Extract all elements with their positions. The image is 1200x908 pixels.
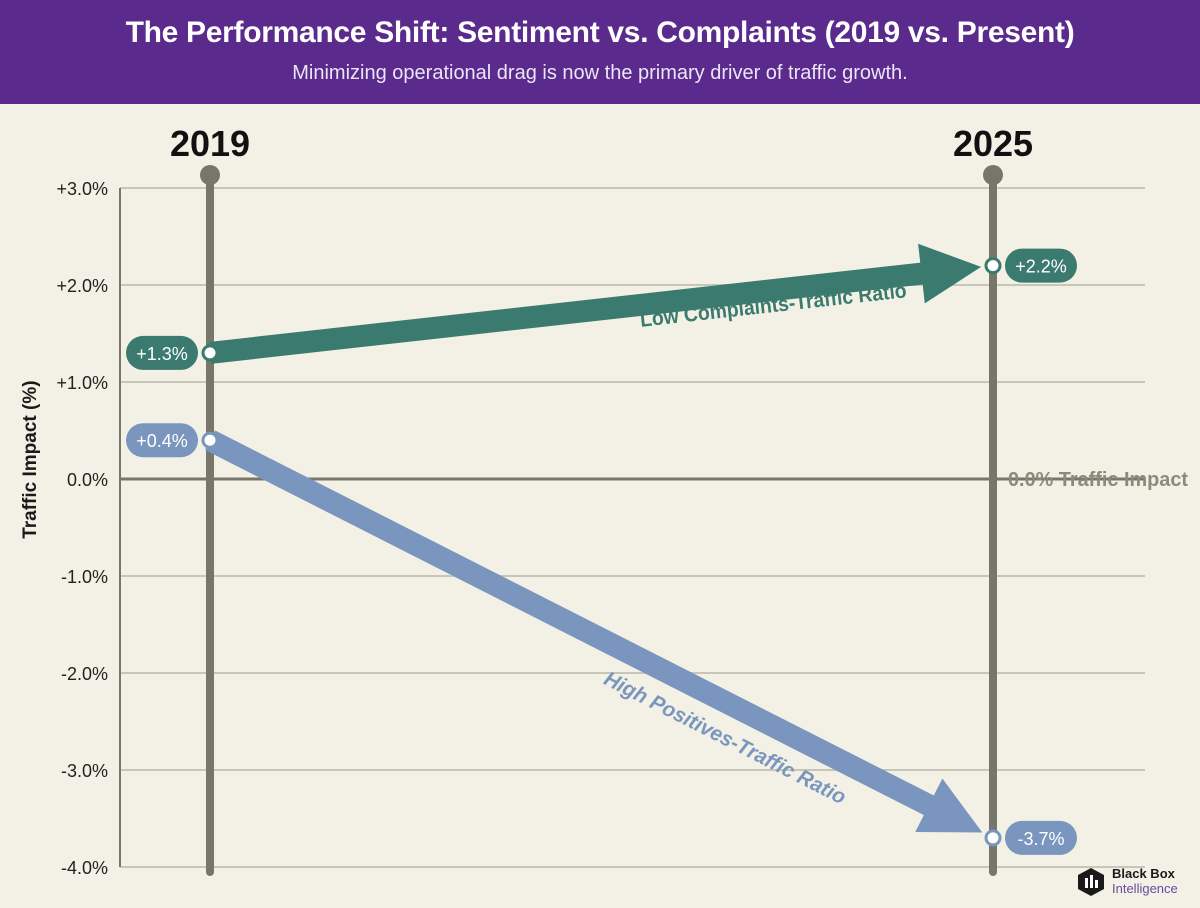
y-tick-label: -1.0% — [61, 567, 108, 587]
y-axis-label: Traffic Impact (%) — [20, 380, 41, 538]
x-tick-label: 2025 — [953, 123, 1033, 164]
data-label-pill — [1005, 820, 1077, 855]
black-box-logo-icon — [1078, 868, 1104, 896]
y-tick-label: -3.0% — [61, 761, 108, 781]
series-line — [205, 430, 938, 817]
data-label-pill — [126, 335, 198, 370]
y-tick-label: -2.0% — [61, 664, 108, 684]
chart-title: The Performance Shift: Sentiment vs. Com… — [125, 16, 1075, 49]
data-label-pill — [1005, 248, 1077, 283]
y-tick-label: 0.0% — [67, 470, 108, 490]
series-line — [208, 262, 927, 364]
x-tick-label: 2019 — [170, 123, 250, 164]
chart-subtitle: Minimizing operational drag is now the p… — [292, 62, 908, 84]
data-point — [201, 344, 219, 362]
brand-logo: Black Box Intelligence — [1078, 864, 1196, 900]
year-axis-cap — [983, 165, 1003, 185]
logo-line-1: Black Box — [1112, 866, 1175, 881]
data-point — [201, 431, 219, 449]
y-tick-label: -4.0% — [61, 858, 108, 878]
data-label: -3.7% — [1017, 829, 1064, 849]
series-arrowhead — [915, 778, 983, 833]
data-point — [984, 829, 1002, 847]
year-axis-cap — [200, 165, 220, 185]
data-label: +1.3% — [136, 344, 188, 364]
zero-line-label: 0.0% Traffic Impact — [1008, 469, 1188, 491]
y-tick-label: +2.0% — [56, 276, 108, 296]
data-point — [984, 257, 1002, 275]
data-label: +0.4% — [136, 431, 188, 451]
y-tick-label: +1.0% — [56, 373, 108, 393]
data-label: +2.2% — [1015, 257, 1067, 277]
logo-line-2: Intelligence — [1112, 881, 1178, 896]
data-label-pill — [126, 423, 198, 458]
y-tick-label: +3.0% — [56, 179, 108, 199]
chart-header: The Performance Shift: Sentiment vs. Com… — [0, 0, 1200, 104]
series-arrowhead — [918, 243, 982, 304]
